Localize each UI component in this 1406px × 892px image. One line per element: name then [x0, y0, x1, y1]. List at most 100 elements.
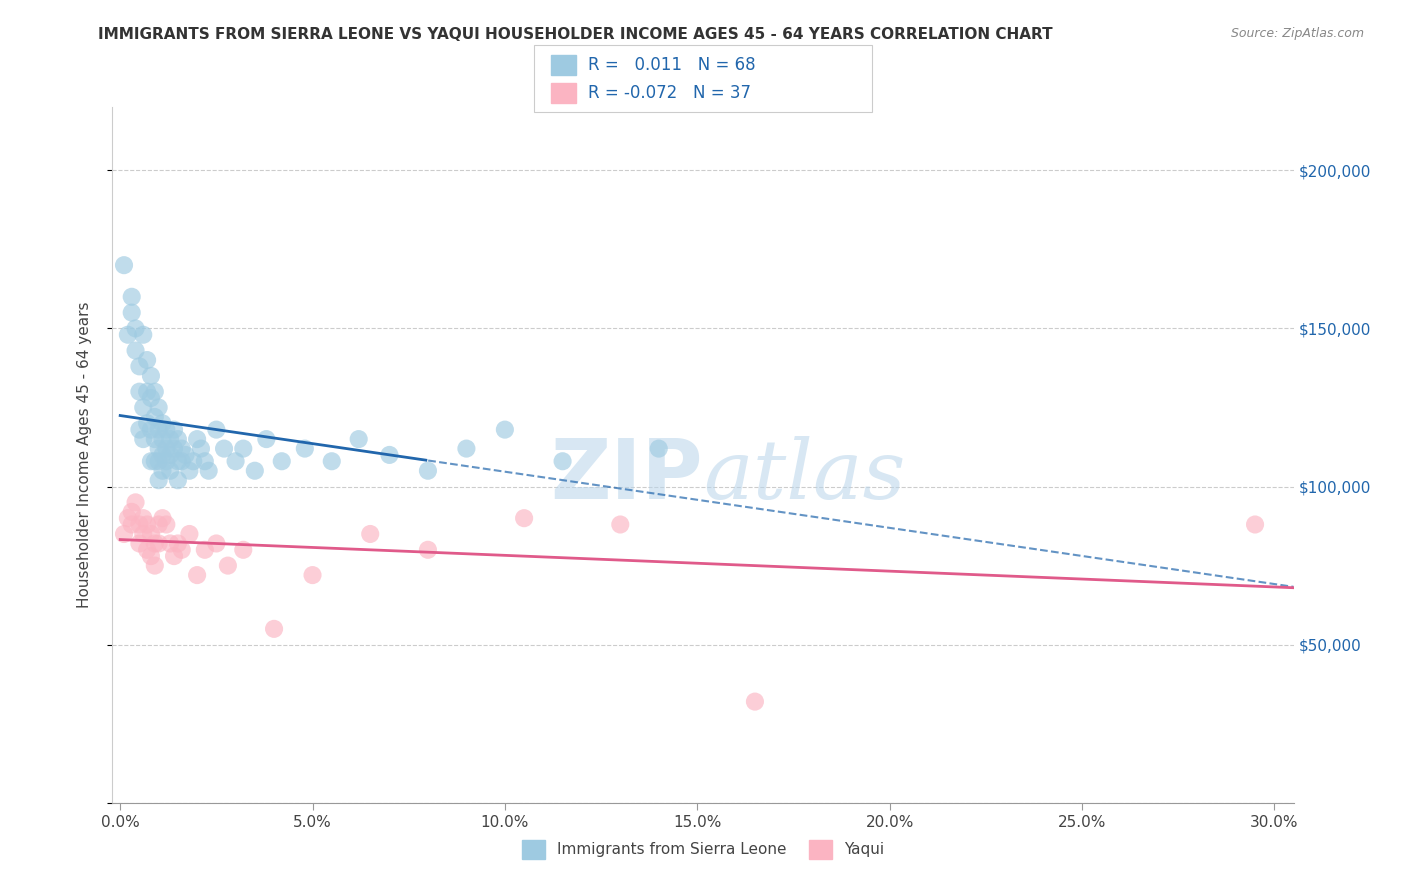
Point	[148, 442, 170, 456]
Point	[347, 432, 370, 446]
Point	[128, 536, 150, 550]
Point	[143, 558, 166, 573]
Point	[132, 527, 155, 541]
Point	[174, 448, 197, 462]
Text: R = -0.072   N = 37: R = -0.072 N = 37	[588, 84, 751, 102]
Point	[148, 517, 170, 532]
Point	[179, 527, 201, 541]
Point	[744, 695, 766, 709]
Point	[124, 495, 146, 509]
Point	[205, 423, 228, 437]
Text: IMMIGRANTS FROM SIERRA LEONE VS YAQUI HOUSEHOLDER INCOME AGES 45 - 64 YEARS CORR: IMMIGRANTS FROM SIERRA LEONE VS YAQUI HO…	[98, 27, 1053, 42]
Point	[136, 542, 159, 557]
Point	[232, 442, 254, 456]
Point	[152, 448, 174, 462]
Point	[179, 464, 201, 478]
Point	[136, 384, 159, 399]
Point	[139, 454, 162, 468]
Point	[194, 454, 217, 468]
Point	[263, 622, 285, 636]
Point	[159, 536, 181, 550]
Point	[197, 464, 219, 478]
Point	[128, 423, 150, 437]
Point	[143, 454, 166, 468]
Point	[163, 423, 186, 437]
Point	[513, 511, 536, 525]
Point	[186, 432, 208, 446]
Point	[456, 442, 478, 456]
Point	[181, 454, 204, 468]
Point	[270, 454, 292, 468]
Text: ZIP: ZIP	[551, 435, 703, 516]
Point	[359, 527, 381, 541]
Point	[254, 432, 277, 446]
Point	[416, 542, 439, 557]
Point	[143, 432, 166, 446]
Point	[148, 454, 170, 468]
Point	[132, 401, 155, 415]
Point	[167, 454, 190, 468]
Point	[152, 417, 174, 431]
Point	[155, 423, 177, 437]
Point	[117, 511, 139, 525]
Point	[155, 454, 177, 468]
Y-axis label: Householder Income Ages 45 - 64 years: Householder Income Ages 45 - 64 years	[77, 301, 91, 608]
Point	[155, 442, 177, 456]
Point	[148, 423, 170, 437]
Point	[170, 542, 193, 557]
Point	[121, 517, 143, 532]
Point	[136, 417, 159, 431]
Text: Source: ZipAtlas.com: Source: ZipAtlas.com	[1230, 27, 1364, 40]
Point	[139, 549, 162, 563]
Point	[301, 568, 323, 582]
Point	[148, 473, 170, 487]
Legend: Immigrants from Sierra Leone, Yaqui: Immigrants from Sierra Leone, Yaqui	[516, 834, 890, 864]
Point	[152, 432, 174, 446]
Point	[551, 454, 574, 468]
Point	[121, 290, 143, 304]
Point	[163, 442, 186, 456]
Point	[139, 368, 162, 383]
Point	[648, 442, 671, 456]
Point	[232, 542, 254, 557]
Point	[143, 536, 166, 550]
Point	[112, 258, 135, 272]
Point	[128, 384, 150, 399]
Point	[217, 558, 239, 573]
Point	[321, 454, 343, 468]
Point	[294, 442, 316, 456]
Point	[112, 527, 135, 541]
Point	[159, 464, 181, 478]
Point	[132, 327, 155, 342]
Point	[159, 432, 181, 446]
Point	[124, 343, 146, 358]
Point	[190, 442, 212, 456]
Point	[128, 359, 150, 374]
Point	[416, 464, 439, 478]
Point	[132, 432, 155, 446]
Point	[139, 391, 162, 405]
Point	[136, 517, 159, 532]
Point	[378, 448, 401, 462]
Point	[194, 542, 217, 557]
Point	[148, 401, 170, 415]
Point	[212, 442, 235, 456]
Point	[139, 527, 162, 541]
Point	[121, 505, 143, 519]
Point	[159, 448, 181, 462]
Point	[167, 432, 190, 446]
Point	[143, 409, 166, 424]
Text: R =   0.011   N = 68: R = 0.011 N = 68	[588, 56, 755, 74]
Point	[124, 321, 146, 335]
Point	[170, 454, 193, 468]
Point	[243, 464, 266, 478]
Point	[167, 473, 190, 487]
Point	[609, 517, 631, 532]
Point	[170, 442, 193, 456]
Point	[152, 464, 174, 478]
Point	[148, 536, 170, 550]
Point	[128, 517, 150, 532]
Point	[225, 454, 247, 468]
Point	[136, 353, 159, 368]
Point	[494, 423, 516, 437]
